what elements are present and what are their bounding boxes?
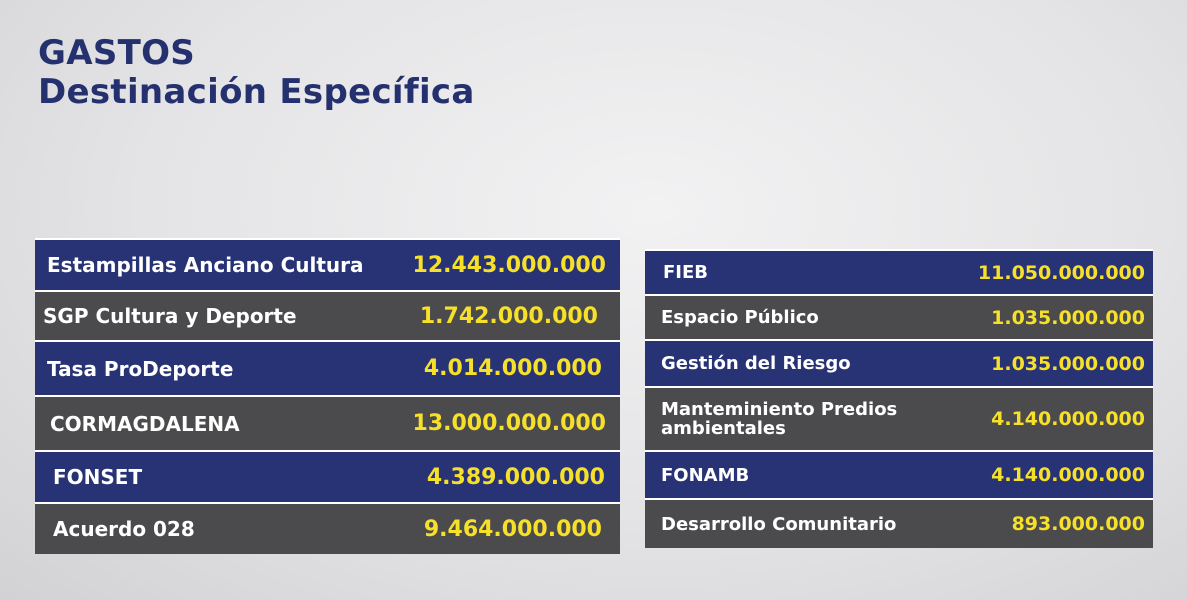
- row-value: 4.140.000.000: [991, 408, 1145, 430]
- row-label: CORMAGDALENA: [50, 411, 240, 436]
- row-label: Espacio Público: [661, 307, 819, 328]
- row-value: 13.000.000.000: [412, 411, 606, 436]
- row-label: FIEB: [663, 262, 709, 283]
- row-value: 4.014.000.000: [423, 356, 602, 381]
- table-row: FONAMB 4.140.000.000: [645, 450, 1153, 498]
- row-label: Acuerdo 028: [53, 517, 195, 541]
- table-row: FONSET 4.389.000.000: [35, 450, 620, 502]
- row-label: Desarrollo Comunitario: [661, 513, 897, 535]
- row-value: 893.000.000: [1011, 513, 1145, 535]
- row-label: SGP Cultura y Deporte: [43, 304, 297, 328]
- row-label: FONAMB: [661, 464, 750, 486]
- row-label: Gestión del Riesgo: [661, 353, 851, 374]
- page-title: GASTOS Destinación Específica: [38, 34, 475, 112]
- table-row: Acuerdo 028 9.464.000.000: [35, 502, 620, 554]
- table-row: Gestión del Riesgo 1.035.000.000: [645, 339, 1153, 386]
- row-value: 1.742.000.000: [419, 303, 598, 329]
- row-value: 1.035.000.000: [991, 352, 1145, 375]
- row-value: 9.464.000.000: [423, 516, 602, 542]
- row-label: Estampillas Anciano Cultura: [47, 253, 364, 277]
- title-line-1: GASTOS: [38, 33, 196, 73]
- table-row: Espacio Público 1.035.000.000: [645, 294, 1153, 339]
- table-row: Tasa ProDeporte 4.014.000.000: [35, 340, 620, 395]
- row-label: Tasa ProDeporte: [47, 356, 234, 381]
- row-label: FONSET: [53, 465, 143, 489]
- table-row: SGP Cultura y Deporte 1.742.000.000: [35, 290, 620, 340]
- table-row: Estampillas Anciano Cultura 12.443.000.0…: [35, 238, 620, 290]
- table-row: Manteminiento Predios ambientales 4.140.…: [645, 386, 1153, 450]
- row-value: 4.140.000.000: [991, 464, 1145, 486]
- title-line-2: Destinación Específica: [38, 72, 475, 112]
- row-value: 12.443.000.000: [412, 252, 606, 278]
- table-row: FIEB 11.050.000.000: [645, 249, 1153, 294]
- row-label: Manteminiento Predios ambientales: [661, 399, 898, 439]
- row-value: 11.050.000.000: [977, 261, 1145, 284]
- row-value: 1.035.000.000: [991, 306, 1145, 329]
- table-row: CORMAGDALENA 13.000.000.000: [35, 395, 620, 450]
- table-row: Desarrollo Comunitario 893.000.000: [645, 498, 1153, 548]
- row-value: 4.389.000.000: [426, 464, 605, 490]
